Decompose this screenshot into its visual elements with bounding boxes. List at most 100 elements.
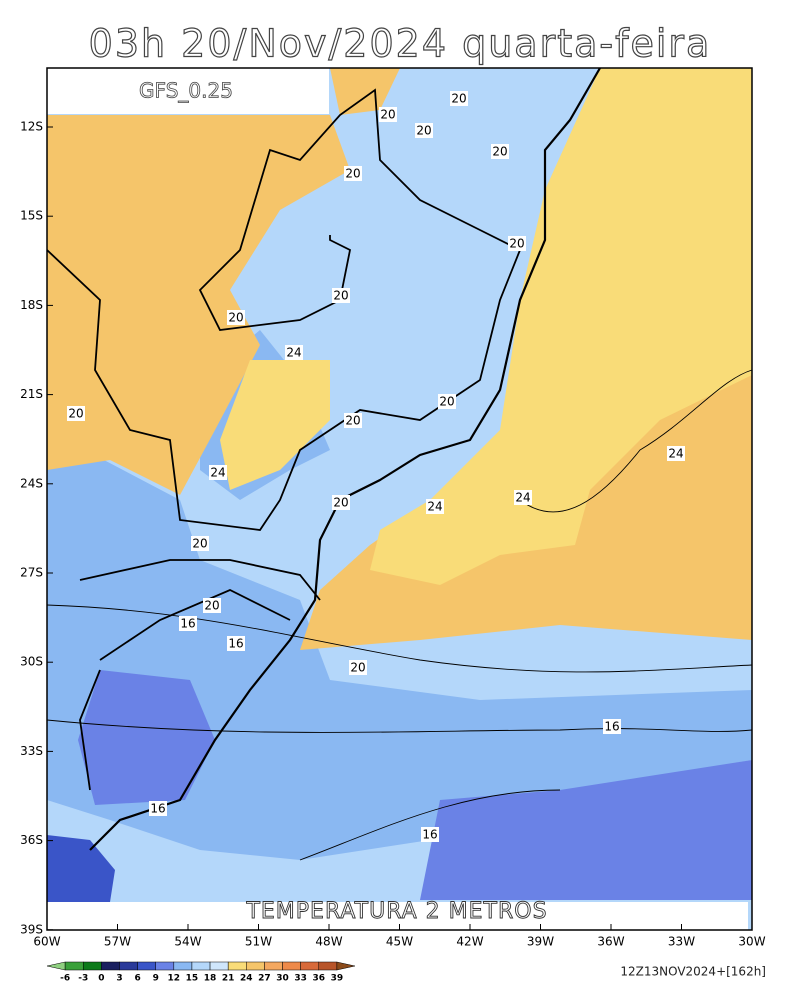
- model-box: [47, 68, 329, 114]
- lon-label: 54W: [174, 935, 201, 949]
- contour-label-bg: [209, 465, 227, 480]
- colorbar-swatch: [209, 961, 229, 971]
- contour-label-bg: [421, 827, 439, 842]
- lon-label: 45W: [386, 935, 413, 949]
- colorbar-label: 12: [168, 974, 181, 984]
- colorbar-label: 27: [258, 974, 271, 984]
- lon-label: 36W: [597, 935, 624, 949]
- colorbar-label: 30: [276, 974, 289, 984]
- contour-label-bg: [332, 495, 350, 510]
- lat-label: 30S: [20, 655, 43, 669]
- lon-label: 60W: [33, 935, 60, 949]
- colorbar-swatch: [191, 961, 211, 971]
- contour-label: 20: [509, 237, 524, 251]
- model-label: GFS_0.25: [139, 79, 233, 103]
- colorbar-swatch: [64, 961, 84, 971]
- colorbar-label: 3: [116, 974, 122, 984]
- colorbar-label: 21: [222, 974, 235, 984]
- colorbar-swatch: [155, 961, 175, 971]
- contour-label: 20: [350, 661, 365, 675]
- colorbar-swatch: [246, 961, 265, 971]
- contour-label-bg: [227, 636, 245, 651]
- contour-label: 20: [68, 407, 83, 421]
- colorbar-label: 9: [153, 974, 159, 984]
- contour-label-bg: [450, 91, 468, 106]
- contour-label-bg: [415, 123, 433, 138]
- contour-label: 20: [345, 414, 360, 428]
- lon-label: 42W: [456, 935, 483, 949]
- contour-label: 20: [333, 289, 348, 303]
- colorbar-label: 15: [186, 974, 199, 984]
- colorbar-label: 0: [98, 974, 104, 984]
- contour-label: 20: [380, 108, 395, 122]
- contour-label: 16: [150, 802, 165, 816]
- contour-label-bg: [227, 310, 245, 325]
- contour-label: 20: [439, 395, 454, 409]
- contour-label-bg: [514, 490, 532, 505]
- colorbar-label: 24: [240, 974, 253, 984]
- colorbar-arrow: [46, 961, 66, 971]
- contour-label-bg: [285, 345, 303, 360]
- contour-label: 20: [345, 167, 360, 181]
- colorbar-label: 18: [204, 974, 217, 984]
- contour-label-bg: [191, 536, 209, 551]
- contour-label: 20: [333, 496, 348, 510]
- contour-label: 16: [604, 720, 619, 734]
- colorbar-label: 39: [331, 974, 344, 984]
- contour-label: 24: [515, 491, 530, 505]
- contour-label-bg: [344, 166, 362, 181]
- contour-label-bg: [332, 288, 350, 303]
- lat-label: 39S: [20, 922, 43, 936]
- contour-label: 16: [422, 828, 437, 842]
- contour-label: 24: [286, 346, 301, 360]
- lon-label: 51W: [245, 935, 272, 949]
- lon-label: 30W: [738, 935, 765, 949]
- contour-label-bg: [67, 406, 85, 421]
- lat-label: 15S: [20, 209, 43, 223]
- lat-label: 24S: [20, 476, 43, 490]
- lon-label: 39W: [527, 935, 554, 949]
- contour-label: 24: [668, 447, 683, 461]
- lat-label: 27S: [20, 566, 43, 580]
- title: 03h 20/Nov/2024 quarta-feira: [89, 22, 712, 66]
- lat-label: 12S: [20, 120, 43, 134]
- colorbar-swatch: [264, 961, 283, 971]
- contour-label-bg: [491, 144, 509, 159]
- contour-label: 16: [228, 637, 243, 651]
- contour-label-bg: [349, 660, 367, 675]
- run-info: 12Z13NOV2024+[162h]: [620, 965, 766, 979]
- contour-label: 20: [228, 311, 243, 325]
- lon-label: 33W: [668, 935, 695, 949]
- colorbar-label: 36: [312, 974, 325, 984]
- contour-label: 16: [180, 617, 195, 631]
- colorbar-swatch: [227, 961, 247, 971]
- colorbar-swatch: [318, 961, 338, 971]
- colorbar-arrow: [336, 961, 356, 971]
- contour-label-bg: [667, 446, 685, 461]
- lat-label: 36S: [20, 833, 43, 847]
- colorbar-swatch: [282, 961, 301, 971]
- contour-label-bg: [508, 236, 526, 251]
- contour-label-bg: [438, 394, 456, 409]
- contour-label-bg: [379, 107, 397, 122]
- contour-label-bg: [344, 413, 362, 428]
- colorbar-label: -3: [78, 974, 88, 984]
- lat-label: 18S: [20, 298, 43, 312]
- field-label: TEMPERATURA 2 METROS: [245, 899, 547, 924]
- contour-label: 20: [416, 124, 431, 138]
- contour-label-bg: [179, 616, 197, 631]
- colorbar-swatch: [137, 961, 156, 971]
- field-box: [47, 902, 748, 930]
- colorbar-swatch: [101, 961, 120, 971]
- contour-label-bg: [203, 598, 221, 613]
- lon-label: 57W: [104, 935, 131, 949]
- contour-label: 20: [192, 537, 207, 551]
- lon-label: 48W: [315, 935, 342, 949]
- contour-label-bg: [149, 801, 167, 816]
- contour-label: 24: [427, 500, 442, 514]
- colorbar-swatch: [82, 961, 102, 971]
- lat-label: 21S: [20, 387, 43, 401]
- contour-label: 24: [210, 466, 225, 480]
